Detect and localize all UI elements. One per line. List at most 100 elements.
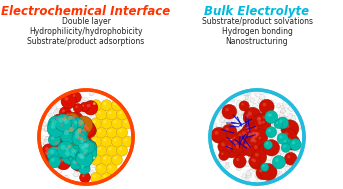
Circle shape: [84, 139, 86, 142]
Circle shape: [259, 172, 263, 175]
Circle shape: [261, 168, 267, 173]
Circle shape: [275, 151, 281, 157]
Circle shape: [74, 139, 78, 143]
Circle shape: [241, 117, 246, 121]
Circle shape: [242, 141, 253, 152]
Circle shape: [249, 121, 255, 127]
Circle shape: [119, 129, 122, 132]
Circle shape: [55, 141, 59, 145]
Circle shape: [78, 165, 84, 170]
Circle shape: [80, 139, 86, 145]
Circle shape: [74, 145, 78, 149]
Circle shape: [80, 152, 83, 155]
Circle shape: [252, 132, 257, 136]
Circle shape: [91, 170, 95, 174]
Circle shape: [84, 134, 89, 139]
Circle shape: [74, 146, 80, 152]
Circle shape: [79, 136, 82, 139]
Circle shape: [83, 135, 87, 139]
Circle shape: [65, 151, 69, 155]
Circle shape: [79, 145, 97, 163]
Circle shape: [84, 134, 91, 141]
Circle shape: [262, 137, 267, 142]
Circle shape: [266, 144, 268, 147]
Circle shape: [250, 128, 255, 132]
Circle shape: [283, 155, 286, 158]
Circle shape: [91, 155, 95, 159]
Circle shape: [89, 122, 94, 127]
Circle shape: [58, 151, 61, 155]
Circle shape: [222, 124, 237, 139]
Circle shape: [84, 152, 86, 155]
Circle shape: [228, 109, 231, 112]
Circle shape: [61, 117, 65, 121]
Circle shape: [88, 140, 94, 145]
Circle shape: [282, 161, 284, 164]
Circle shape: [286, 118, 289, 121]
Circle shape: [279, 147, 283, 152]
Circle shape: [82, 145, 85, 149]
Text: Substrate/product solvations: Substrate/product solvations: [201, 17, 312, 26]
Circle shape: [95, 123, 99, 127]
Circle shape: [236, 147, 239, 150]
Circle shape: [264, 142, 269, 147]
Circle shape: [94, 156, 98, 159]
Circle shape: [257, 137, 260, 140]
Circle shape: [255, 98, 259, 101]
Circle shape: [93, 157, 96, 159]
Circle shape: [255, 165, 257, 167]
Circle shape: [255, 131, 260, 136]
Circle shape: [279, 156, 281, 159]
Circle shape: [63, 127, 67, 130]
Circle shape: [67, 126, 70, 129]
Circle shape: [252, 111, 258, 117]
Circle shape: [86, 132, 89, 135]
Circle shape: [266, 123, 271, 128]
Circle shape: [74, 161, 78, 165]
Circle shape: [78, 142, 81, 146]
Circle shape: [70, 122, 74, 126]
Circle shape: [235, 106, 238, 109]
Circle shape: [249, 95, 251, 98]
Circle shape: [82, 133, 85, 136]
Circle shape: [56, 150, 59, 153]
Circle shape: [246, 111, 252, 116]
Circle shape: [79, 145, 90, 156]
Circle shape: [241, 137, 245, 142]
Circle shape: [250, 136, 253, 139]
Circle shape: [74, 121, 76, 124]
Circle shape: [253, 151, 256, 154]
Circle shape: [233, 141, 237, 145]
Circle shape: [272, 156, 286, 169]
Circle shape: [240, 144, 244, 148]
Circle shape: [65, 148, 67, 150]
Circle shape: [230, 106, 236, 112]
Circle shape: [258, 120, 262, 125]
Circle shape: [68, 116, 72, 120]
Circle shape: [262, 167, 264, 170]
Circle shape: [64, 156, 67, 158]
Circle shape: [256, 132, 259, 136]
Circle shape: [264, 130, 269, 134]
Circle shape: [251, 131, 255, 134]
Circle shape: [84, 161, 87, 164]
Circle shape: [257, 172, 260, 174]
Circle shape: [240, 133, 243, 136]
Circle shape: [258, 167, 263, 172]
Circle shape: [251, 133, 255, 136]
Circle shape: [256, 142, 261, 147]
Circle shape: [58, 109, 61, 112]
Circle shape: [67, 117, 71, 122]
Circle shape: [279, 124, 285, 131]
Circle shape: [49, 152, 52, 155]
Circle shape: [223, 162, 226, 165]
Circle shape: [48, 139, 51, 142]
Circle shape: [74, 132, 78, 136]
Circle shape: [257, 113, 259, 115]
Circle shape: [243, 114, 246, 117]
Circle shape: [86, 119, 90, 123]
Circle shape: [75, 131, 80, 135]
Circle shape: [109, 129, 111, 132]
Circle shape: [39, 90, 133, 184]
Circle shape: [265, 139, 268, 141]
